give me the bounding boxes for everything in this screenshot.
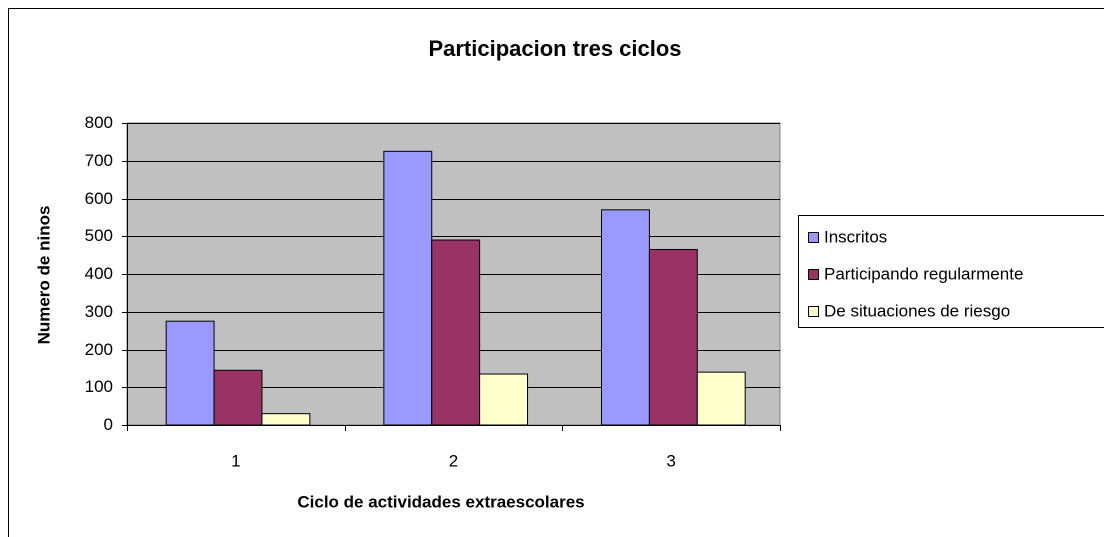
chart-title: Participacion tres ciclos [428, 36, 681, 61]
bar [213, 369, 263, 426]
x-axis-title: Ciclo de actividades extraescolares [297, 492, 584, 511]
y-tick-label: 300 [85, 302, 113, 321]
bar [696, 371, 746, 426]
x-tick-label: 1 [231, 451, 240, 470]
y-tick-label: 800 [85, 113, 113, 132]
y-tick-label: 100 [85, 377, 113, 396]
bar [261, 413, 311, 426]
y-axis-title: Numero de ninos [34, 206, 53, 345]
y-tick-label: 700 [85, 151, 113, 170]
y-tick-label: 400 [85, 264, 113, 283]
y-tick-label: 500 [85, 226, 113, 245]
legend-label: Inscritos [824, 227, 887, 246]
bar [601, 209, 650, 426]
legend-label: Participando regularmente [824, 264, 1023, 283]
y-tick-label: 600 [85, 189, 113, 208]
y-tick-label: 200 [85, 340, 113, 359]
legend-swatch [808, 232, 819, 243]
y-tick-label: 0 [104, 415, 113, 434]
legend-swatch [808, 306, 819, 317]
legend-label: De situaciones de riesgo [824, 301, 1010, 320]
bar [431, 239, 481, 426]
bar [383, 150, 433, 426]
x-tick-label: 2 [449, 451, 458, 470]
legend-swatch [808, 269, 819, 280]
x-tick-label: 3 [666, 451, 675, 470]
bar [648, 248, 698, 426]
legend-box [798, 215, 1104, 328]
bar [165, 320, 215, 426]
bar [479, 373, 529, 426]
